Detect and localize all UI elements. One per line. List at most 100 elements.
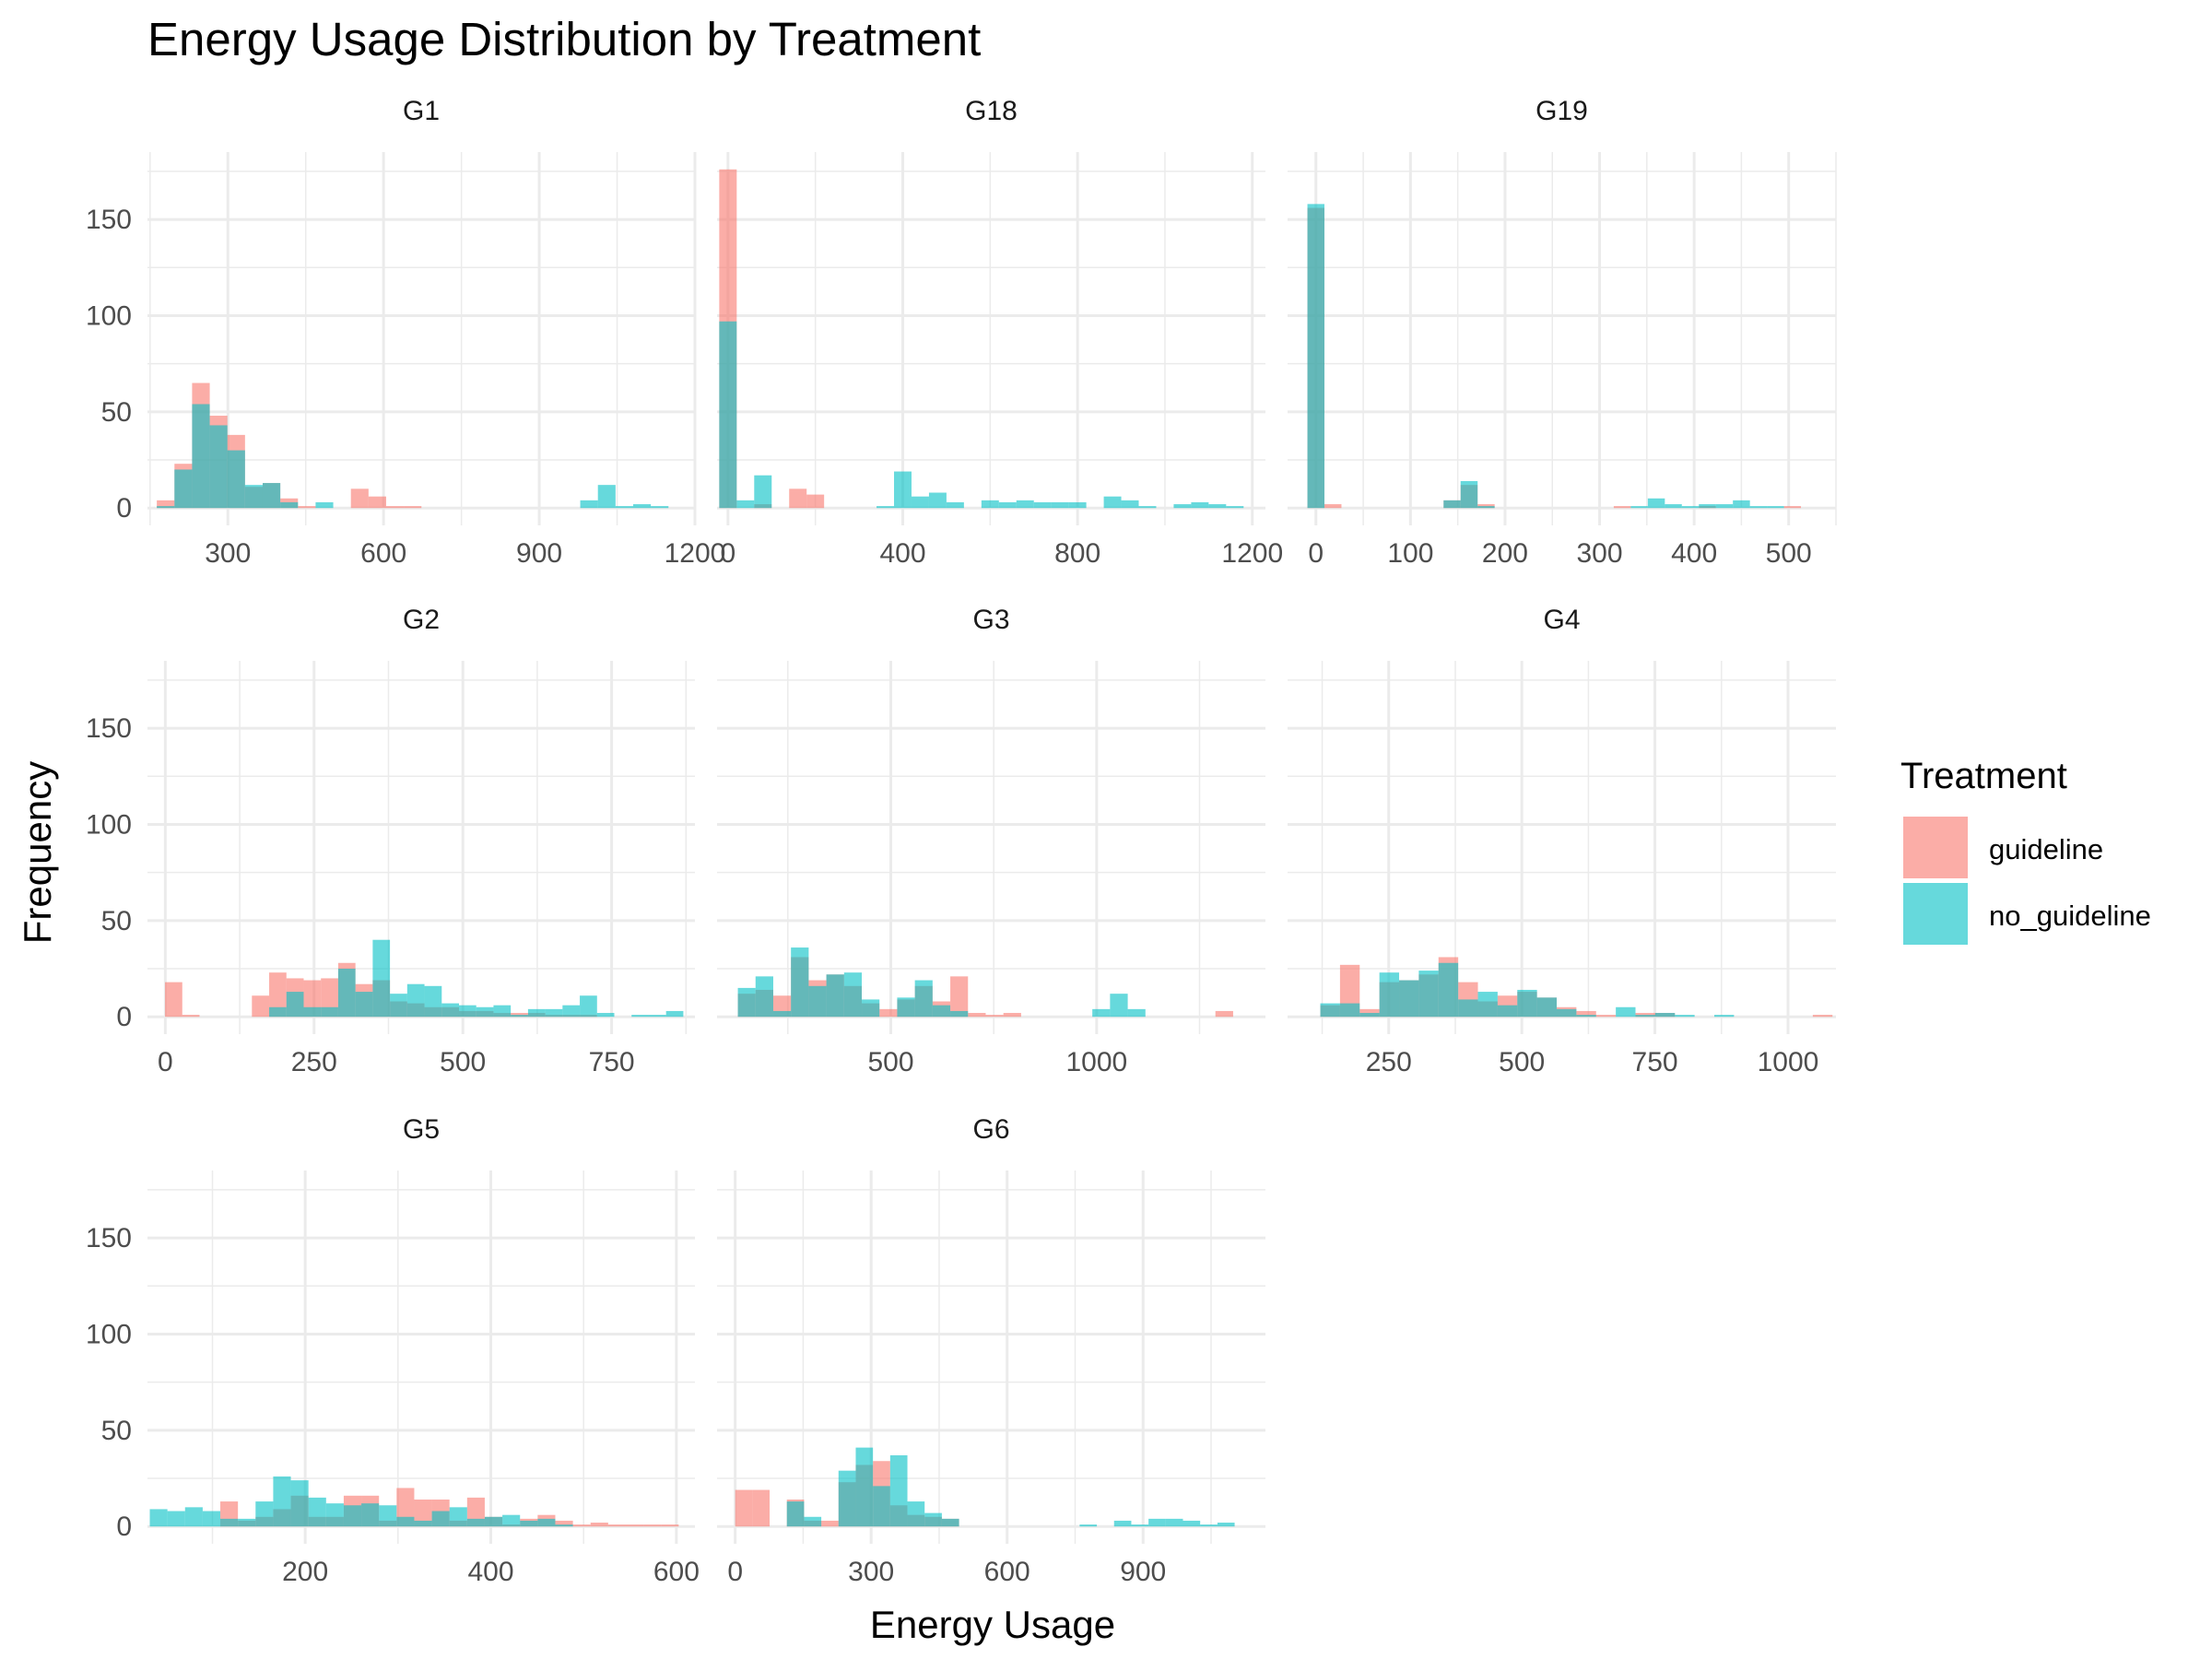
bar-G5-no-guideline-42 bbox=[149, 1509, 168, 1527]
bar-G1-no-guideline-1098 bbox=[632, 504, 652, 509]
bar-G2-no-guideline-479 bbox=[441, 1003, 459, 1018]
bar-G3-no-guideline-279 bbox=[791, 947, 809, 1018]
bar-G5-no-guideline-194 bbox=[290, 1480, 309, 1527]
bar-G18-no-guideline-720 bbox=[1033, 501, 1052, 509]
bar-G19-no-guideline-180 bbox=[1477, 506, 1495, 509]
bar-G1-no-guideline-384 bbox=[262, 483, 281, 509]
bar-G19-no-guideline-162 bbox=[1460, 480, 1478, 509]
bar-G6-no-guideline-475 bbox=[941, 1518, 959, 1527]
bar-G18-no-guideline-0 bbox=[719, 321, 737, 509]
bar-G19-guideline-180 bbox=[1477, 504, 1495, 509]
y-tick-label: 50 bbox=[101, 397, 132, 428]
bar-G4-no-guideline-806 bbox=[1675, 1015, 1695, 1018]
bar-G6-guideline-19 bbox=[735, 1489, 753, 1527]
x-tick-label: 400 bbox=[1671, 538, 1717, 569]
x-tick-label: 0 bbox=[721, 538, 736, 569]
bar-G1-no-guideline-316 bbox=[227, 450, 245, 509]
bar-G2-no-guideline-711 bbox=[580, 995, 597, 1018]
bar-G1-guideline-622 bbox=[385, 506, 405, 509]
bar-G19-guideline-324 bbox=[1613, 506, 1631, 509]
x-tick-label: 250 bbox=[291, 1047, 337, 1077]
bar-G3-no-guideline-666 bbox=[950, 1010, 969, 1018]
facet-strip-label: G19 bbox=[1535, 96, 1588, 126]
bar-G19-guideline-18 bbox=[1324, 504, 1342, 509]
legend-key-no-guideline bbox=[1903, 883, 1968, 945]
y-axis-title: Frequency bbox=[16, 761, 59, 944]
bar-G4-no-guideline-473 bbox=[1497, 1005, 1518, 1018]
bar-G18-guideline-200 bbox=[806, 494, 825, 509]
bar-G1-guideline-180 bbox=[157, 500, 175, 509]
bar-G4-no-guideline-399 bbox=[1458, 999, 1478, 1018]
bar-G18-no-guideline-960 bbox=[1138, 506, 1157, 509]
facet-panel-G5: G5 200 400 600 0 50 100 150 bbox=[86, 1114, 700, 1587]
bar-G5-guideline-327 bbox=[414, 1499, 432, 1527]
bar-G18-no-guideline-1120 bbox=[1208, 504, 1227, 509]
bar-G3-guideline-494 bbox=[879, 1008, 898, 1018]
facet-strip-label: G1 bbox=[403, 96, 440, 126]
bar-G18-no-guideline-1160 bbox=[1226, 506, 1244, 509]
bar-G2-guideline-189 bbox=[269, 972, 287, 1018]
bar-G2-no-guideline-363 bbox=[372, 939, 391, 1018]
bar-G18-no-guideline-760 bbox=[1051, 501, 1069, 509]
bar-G2-no-guideline-595 bbox=[511, 1015, 528, 1018]
bar-G19-no-guideline-486 bbox=[1767, 506, 1784, 509]
y-tick-label: 0 bbox=[116, 1512, 132, 1542]
bar-G6-no-guideline-893 bbox=[1131, 1524, 1149, 1527]
bar-G3-no-guideline-580 bbox=[914, 980, 933, 1018]
bar-G19-no-guideline-342 bbox=[1630, 506, 1648, 509]
bar-G2-no-guideline-653 bbox=[545, 1008, 563, 1018]
x-tick-label: 1200 bbox=[665, 538, 726, 569]
bar-G1-no-guideline-1132 bbox=[651, 506, 669, 509]
bar-G2-no-guideline-827 bbox=[648, 1015, 666, 1018]
x-tick-label: 600 bbox=[653, 1557, 700, 1587]
bar-G18-no-guideline-440 bbox=[911, 496, 929, 509]
y-tick-label: 100 bbox=[86, 300, 132, 331]
bar-G3-guideline-1310 bbox=[1215, 1010, 1233, 1018]
facet-panel-G18: G18 0 400 800 1200 bbox=[717, 96, 1283, 569]
bar-G4-guideline-1065 bbox=[1812, 1015, 1833, 1018]
legend-label-guideline: guideline bbox=[1989, 833, 2103, 865]
bar-G18-no-guideline-480 bbox=[928, 492, 947, 509]
y-tick-label: 100 bbox=[86, 1319, 132, 1349]
bar-G1-no-guideline-180 bbox=[157, 506, 175, 509]
bar-G1-no-guideline-418 bbox=[280, 501, 299, 509]
y-tick-label: 150 bbox=[86, 713, 132, 744]
bar-G6-no-guideline-437 bbox=[924, 1512, 942, 1527]
bar-G1-guideline-554 bbox=[350, 488, 369, 509]
bar-G3-no-guideline-365 bbox=[826, 974, 844, 1018]
bar-G5-no-guideline-327 bbox=[414, 1520, 432, 1527]
bar-G6-no-guideline-133 bbox=[786, 1501, 805, 1527]
facet-strip-label: G4 bbox=[1543, 605, 1580, 635]
x-tick-label: 100 bbox=[1387, 538, 1433, 569]
bar-G18-no-guideline-880 bbox=[1103, 496, 1122, 509]
x-tick-label: 1200 bbox=[1221, 538, 1283, 569]
bar-G3-no-guideline-322 bbox=[808, 985, 827, 1018]
bar-G4-no-guideline-584 bbox=[1557, 1008, 1577, 1018]
bar-G3-guideline-709 bbox=[968, 1013, 986, 1018]
bar-G2-guideline-160 bbox=[252, 995, 270, 1018]
x-tick-label: 200 bbox=[282, 1557, 328, 1587]
bar-G2-no-guideline-508 bbox=[458, 1005, 477, 1018]
facet-strip-label: G3 bbox=[972, 605, 1009, 635]
bar-G18-no-guideline-1040 bbox=[1173, 504, 1192, 509]
bar-G3-guideline-752 bbox=[985, 1015, 1004, 1018]
bar-G5-no-guideline-365 bbox=[449, 1507, 467, 1527]
bar-G6-guideline-209 bbox=[821, 1520, 839, 1527]
x-tick-label: 300 bbox=[1577, 538, 1623, 569]
bar-G5-no-guideline-289 bbox=[379, 1505, 397, 1527]
bar-G18-no-guideline-520 bbox=[946, 501, 964, 509]
bar-G18-no-guideline-360 bbox=[877, 506, 895, 509]
bar-G6-no-guideline-1045 bbox=[1200, 1524, 1218, 1527]
bar-G2-no-guideline-276 bbox=[321, 1006, 338, 1018]
bar-G19-no-guideline-396 bbox=[1681, 506, 1700, 509]
bar-G3-guideline-795 bbox=[1003, 1013, 1021, 1018]
bar-G6-no-guideline-969 bbox=[1165, 1518, 1183, 1527]
bar-G5-no-guideline-61 bbox=[167, 1511, 185, 1527]
bar-G18-no-guideline-80 bbox=[754, 475, 772, 509]
bar-G18-no-guideline-920 bbox=[1121, 500, 1139, 509]
facet-panel-G4: G4 250 500 750 1000 bbox=[1288, 605, 1836, 1077]
bar-G5-no-guideline-346 bbox=[431, 1511, 450, 1527]
bar-G18-no-guideline-800 bbox=[1068, 501, 1087, 509]
bar-G5-no-guideline-479 bbox=[555, 1524, 573, 1527]
